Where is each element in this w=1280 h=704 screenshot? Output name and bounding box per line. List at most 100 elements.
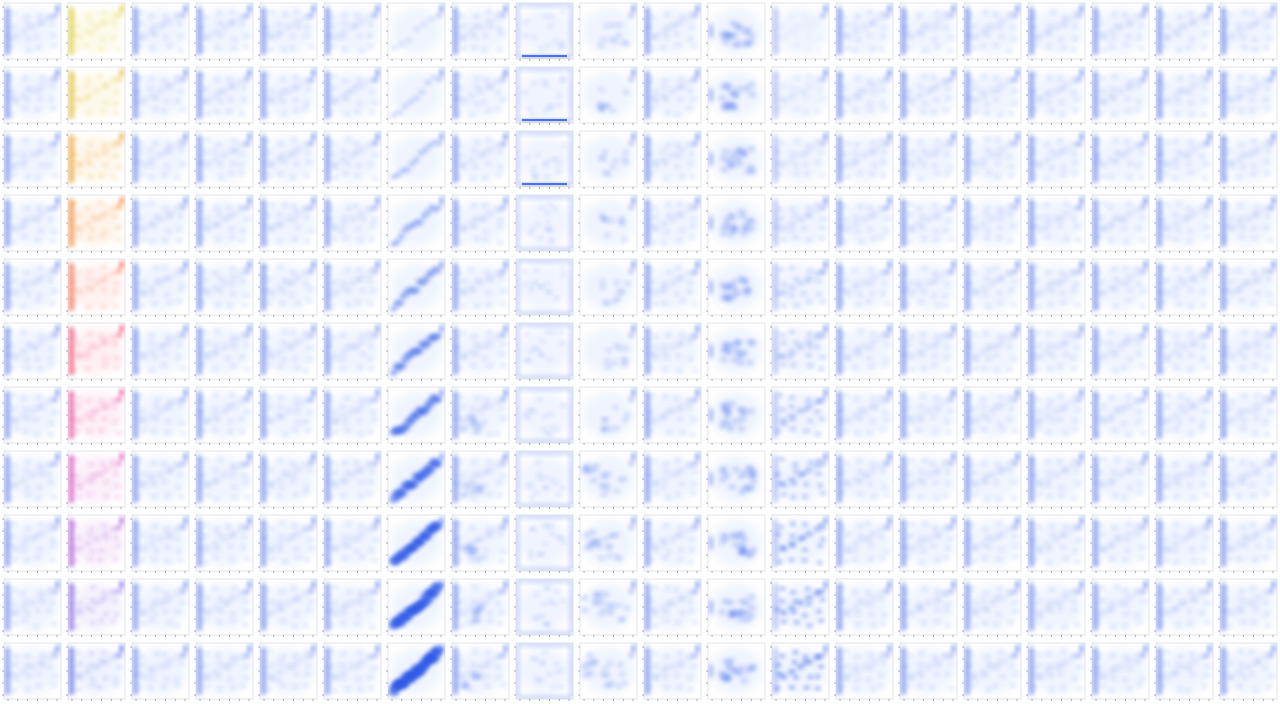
heat-cell [452,590,459,601]
heat-cell [612,405,619,410]
heat-cell [674,31,680,37]
heat-cell [22,428,29,434]
heat-cell [152,141,158,146]
heat-cell [19,668,28,675]
heat-cell [4,173,11,184]
heat-cell [203,673,212,680]
heat-cell [329,664,335,669]
heat-cell [607,426,614,432]
panel [642,130,702,189]
heat-cell [292,97,299,103]
heat-cell [367,44,374,49]
heat-cell [132,285,139,296]
heat-cell [167,399,174,404]
heat-cell [4,229,11,240]
heat-cell [37,658,45,665]
heat-cell [178,661,185,666]
panel-marks [644,580,701,632]
heat-cell [23,357,30,362]
heat-cell [631,580,637,589]
heat-cell [262,461,269,467]
heat-cell [33,34,40,39]
heat-cell [553,206,559,211]
heat-cell [600,607,609,614]
heat-cell [549,14,554,19]
heat-cell [561,598,567,603]
heat-cell [281,357,287,363]
heat-cell [139,481,148,488]
heat-cell [267,353,276,360]
heat-cell [531,166,537,171]
heat-cell [644,470,651,481]
heat-cell [497,240,504,246]
heat-cell [260,541,267,552]
heat-cell [368,366,375,371]
panel-marks [581,452,637,503]
heat-cell [644,109,651,120]
heat-cell [607,544,613,550]
heat-cell [535,222,541,227]
heat-cell [604,358,611,364]
heat-cell [452,485,459,496]
heat-cell [45,590,54,596]
heat-cell [220,23,229,30]
heat-cell [628,396,635,403]
heat-cell [308,228,315,234]
panel-marks [644,68,701,120]
heat-cell [650,393,657,399]
heat-cell [344,687,351,692]
heat-cell [418,89,426,95]
heat-cell [528,550,534,555]
heat-cell [132,229,139,240]
heat-cell [675,457,681,463]
heat-cell [243,622,249,628]
heat-cell [260,421,267,432]
panel-marks [452,580,509,632]
panel-marks [582,324,637,375]
heat-cell [4,293,11,304]
heat-cell [87,142,94,147]
heat-cell [50,238,57,244]
panel [130,578,190,637]
panel-marks [196,68,253,120]
heat-cell [415,347,424,354]
heat-cell [290,329,296,334]
heat-cell [531,409,537,414]
heat-cell [663,664,669,670]
heat-cell [151,612,158,617]
heat-cell [457,587,463,592]
heat-cell [622,417,629,423]
heat-cell [214,418,220,423]
heat-cell [606,552,613,558]
panel-marks [516,131,573,187]
heat-cell [268,10,275,15]
heat-cell [174,683,181,688]
heat-cell [600,483,607,489]
heat-cell [25,174,31,180]
heat-cell [538,236,543,241]
heat-cell [25,492,31,497]
heat-cell [156,663,165,670]
panel [66,514,126,573]
heat-cell [262,455,315,503]
heat-cell [455,215,461,220]
heat-cell [292,684,299,689]
heat-cell [100,234,106,239]
heat-cell [621,237,628,243]
heat-cell [229,530,238,537]
heat-cell [679,430,686,435]
heat-cell [301,206,310,212]
heat-cell [10,10,17,16]
heat-cell [165,402,174,409]
heat-cell [353,204,359,209]
heat-cell [98,428,105,433]
heat-cell [668,23,677,30]
heat-cell [459,417,468,424]
heat-cell [371,217,378,222]
panel [642,386,702,445]
heat-cell [37,96,44,102]
heat-cell [13,654,19,659]
heat-cell [452,229,459,240]
heat-cell [688,37,694,42]
